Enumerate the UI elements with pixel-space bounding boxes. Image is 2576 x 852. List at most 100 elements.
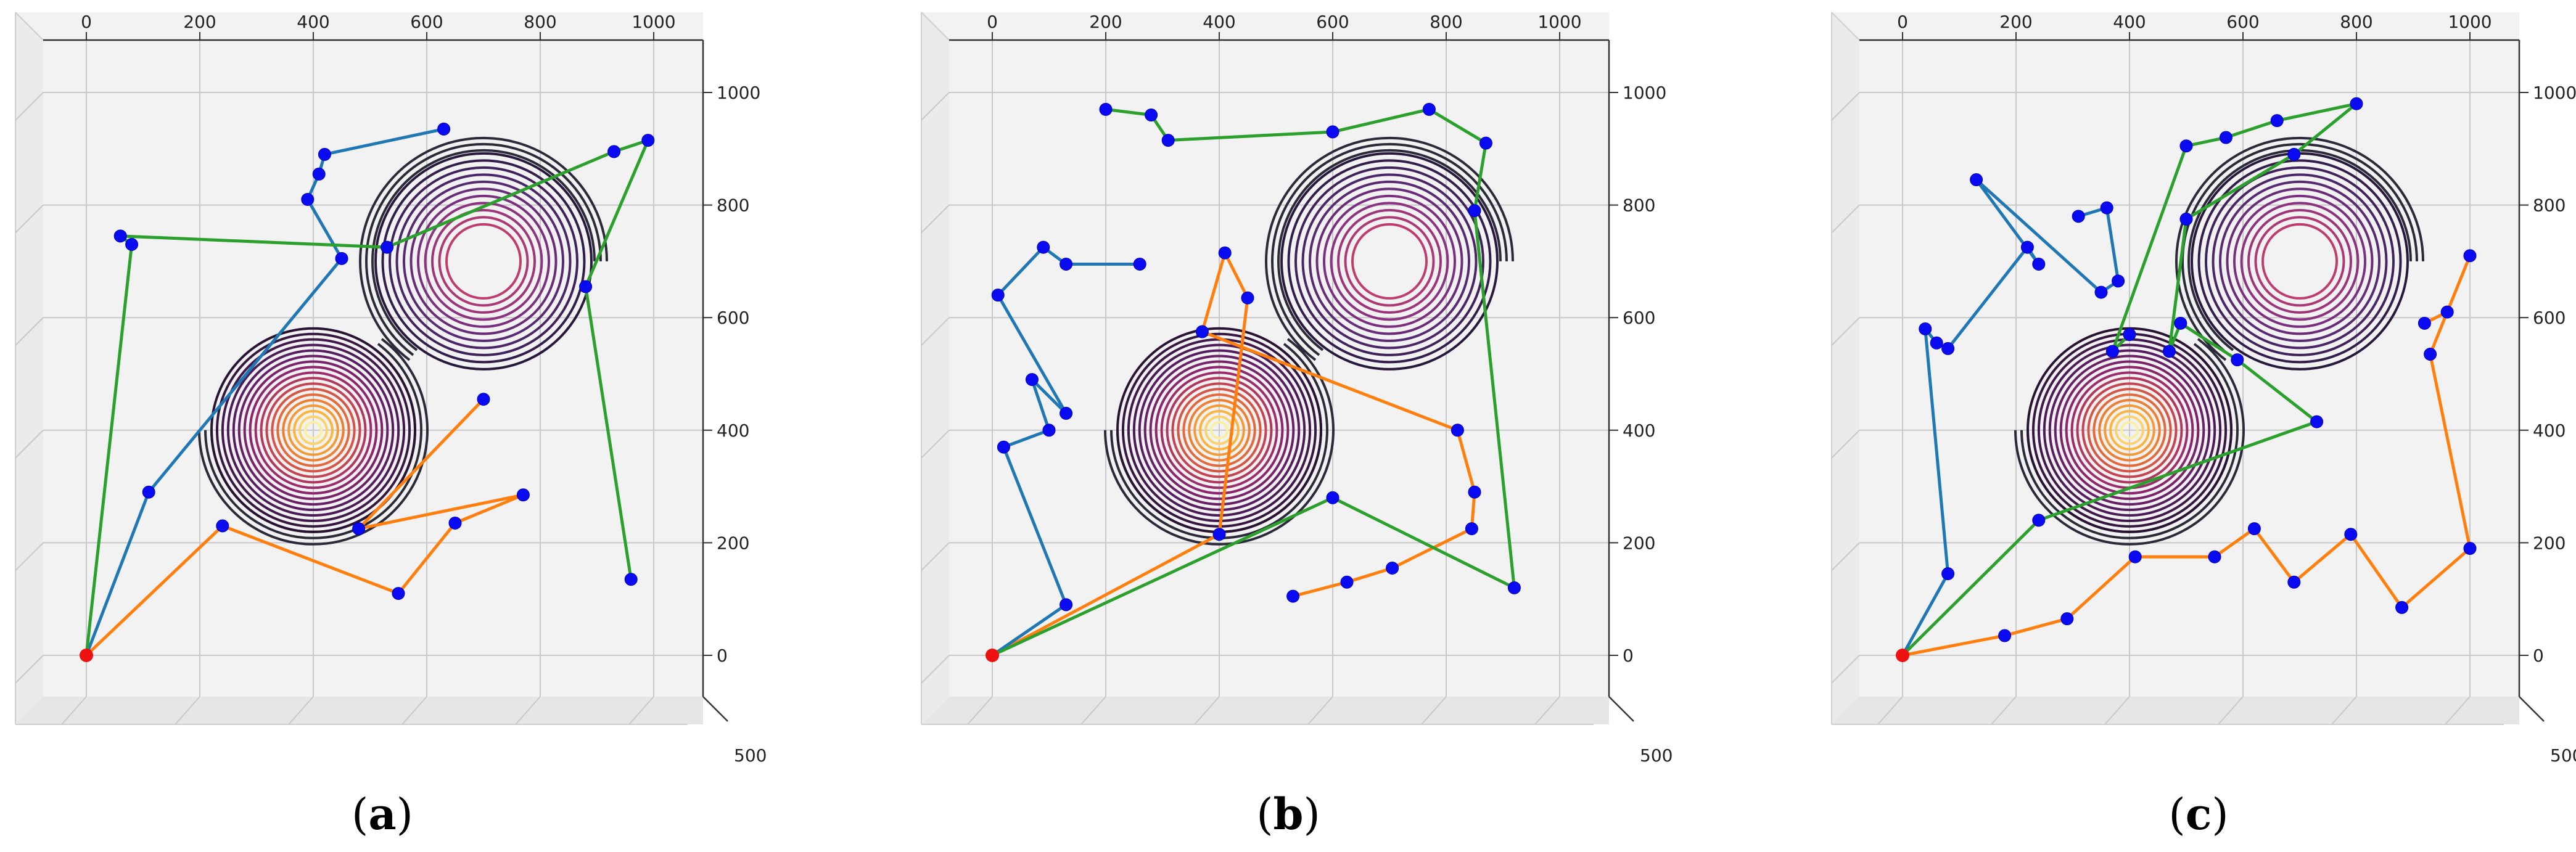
waypoint-marker	[1025, 373, 1039, 387]
panel-label-letter: c	[2186, 789, 2212, 840]
x-tick-label: 400	[1203, 12, 1235, 32]
x-tick-label: 200	[183, 12, 216, 32]
waypoint-marker	[216, 519, 229, 533]
waypoint-marker	[1326, 491, 1339, 504]
contour-outline	[2020, 142, 2418, 539]
contour-ring-peak-1	[2059, 360, 2200, 501]
z-axis-line	[1608, 696, 1634, 722]
waypoint-marker	[477, 393, 490, 406]
panel-label: (c)	[2168, 789, 2228, 840]
y-tick-label: 600	[2533, 308, 2566, 328]
waypoint-marker	[2219, 131, 2232, 144]
waypoint-marker	[1195, 325, 1209, 338]
y-tick-label: 600	[717, 308, 749, 328]
x-axis: 0 200 400 600 800 1000	[1859, 12, 2519, 41]
gridline-x-floor	[515, 696, 541, 725]
contour-ring-peak-2	[1344, 216, 1435, 307]
pane-floor	[15, 697, 703, 724]
contour-ring-peak-2	[1294, 166, 1484, 356]
waypoint-marker	[2105, 345, 2119, 358]
waypoint-marker	[2395, 600, 2409, 614]
waypoint-marker	[1145, 109, 1158, 122]
contour-ring-peak-2	[2240, 202, 2360, 321]
contour-ring-peak-1	[2065, 366, 2194, 495]
waypoint-marker	[1930, 336, 1943, 350]
contour-ring-peak-1	[1149, 360, 1290, 501]
waypoint-marker	[2020, 240, 2034, 254]
contour-ring-peak-1	[2081, 382, 2178, 478]
gridline-x-floor	[2218, 696, 2244, 725]
waypoint-marker	[1919, 322, 1932, 335]
contour-surface	[1104, 136, 1514, 546]
gridline-y-wall	[921, 655, 950, 684]
gridline-x-floor	[401, 696, 427, 725]
contour-ring-peak-1	[226, 343, 400, 517]
gridline-y-wall	[921, 430, 950, 459]
x-tick-label: 800	[2340, 12, 2372, 32]
contour-ring-peak-2	[424, 202, 543, 321]
contour-ring-peak-1	[2087, 388, 2172, 473]
x-tick-label: 400	[297, 12, 329, 32]
gridline-x-floor	[628, 696, 654, 725]
contour-ring-peak-1	[232, 349, 395, 512]
x-tick-label: 400	[2113, 12, 2146, 32]
contour-ring-peak-2	[2233, 194, 2366, 328]
contour-ring-peak-2	[2219, 180, 2381, 342]
waypoint-marker	[1042, 424, 1056, 437]
gridline-x-floor	[2445, 696, 2471, 725]
waypoint-marker	[641, 134, 655, 147]
contour-ring-peak-2	[1301, 173, 1478, 350]
waypoint-marker	[2247, 522, 2261, 536]
x-axis: 0 200 400 600 800 1000	[43, 12, 703, 41]
z-tick-label: 500	[2550, 745, 2576, 766]
y-tick-label: 400	[2533, 420, 2566, 441]
waypoint-marker	[1465, 522, 1478, 536]
contour-ring-peak-2	[374, 152, 593, 371]
contour-outline	[198, 136, 608, 546]
gridline-y-wall	[921, 542, 950, 571]
waypoint-marker	[1212, 528, 1226, 541]
waypoint-marker	[2128, 550, 2142, 563]
waypoint-marker	[448, 516, 462, 530]
waypoint-marker	[381, 240, 394, 254]
y-tick-label: 200	[2533, 533, 2566, 553]
x-tick-label: 800	[524, 12, 556, 32]
contour-ring-peak-1	[1182, 393, 1256, 467]
pane-floor	[1832, 697, 2519, 724]
contour-ring-peak-2	[2247, 208, 2352, 314]
waypoint-marker	[1998, 629, 2012, 642]
contour-ring-peak-1	[293, 409, 334, 451]
contour-ring-peak-1	[210, 327, 416, 533]
contour-ring-peak-1	[2120, 420, 2139, 440]
waypoint-marker	[2424, 348, 2437, 361]
y-tick-label: 0	[1623, 645, 1634, 666]
y-axis: 0 200 400 600 800 1000 500	[702, 40, 767, 766]
contour-ring-peak-2	[2212, 173, 2388, 350]
contour-ring-peak-1	[1171, 382, 1267, 478]
gridline-y-wall	[1831, 542, 1860, 571]
z-axis-line	[702, 696, 728, 722]
gridline-x-floor	[1877, 696, 1903, 725]
chart-panel-b: 0 200 400 600 800 1000 0 200 400 600 800 1000 500 (b)	[921, 12, 1673, 840]
waypoint-marker	[2179, 139, 2193, 153]
waypoint-marker	[579, 280, 593, 293]
contour-ring-peak-1	[215, 332, 411, 528]
x-tick-label: 0	[1897, 12, 1908, 32]
chart-panel-c: 0 200 400 600 800 1000 0 200 400 600 800 1000 500 (c)	[1831, 12, 2576, 840]
gridline-x-floor	[1194, 696, 1220, 725]
pane-background	[921, 12, 1609, 724]
waypoint-marker	[2287, 147, 2301, 161]
contour-ring-peak-2	[395, 173, 572, 350]
waypoint-marker	[2032, 257, 2046, 271]
gridline-y-wall	[15, 317, 44, 346]
pane-left-wall	[15, 12, 43, 724]
contour-ring-peak-1	[2098, 399, 2161, 462]
contour-ring-peak-1	[2109, 409, 2150, 451]
x-tick-label: 600	[2226, 12, 2259, 32]
start-point-marker	[986, 649, 999, 662]
x-tick-label: 600	[1316, 12, 1349, 32]
contour-ring-peak-1	[287, 404, 339, 456]
chart-panel-a: 0 200 400 600 800 1000 0 200 400 600 800 1000 500 (a)	[15, 12, 767, 840]
contour-surface	[198, 136, 608, 546]
contour-ring-peak-1	[2092, 393, 2167, 467]
